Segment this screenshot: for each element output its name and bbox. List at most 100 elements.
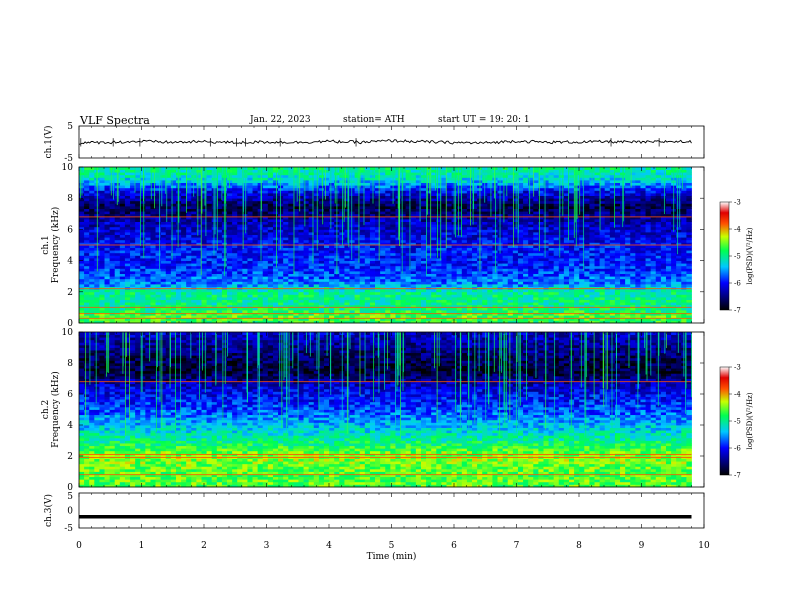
spectrogram-cell [181,180,187,183]
spectrogram-cell [288,200,294,204]
spectrogram-cell [431,239,437,243]
spectrogram-empty-region [691,167,704,323]
spectrogram-cell [313,187,320,191]
spectrogram-cell [369,315,376,319]
spectrogram-cell [262,307,269,311]
spectrogram-cell [181,208,187,212]
spectrogram-cell [242,224,248,228]
spectrogram-cell [114,304,121,308]
spectrogram-cell [119,219,126,222]
spectrogram-cell [329,174,335,178]
spectrogram-cell [466,239,473,243]
spectrogram-cell [252,315,259,319]
spectrogram-cell [211,200,218,204]
spectrogram-cell [201,297,207,300]
spectrogram-cell [155,229,162,233]
spectrogram-cell [227,284,233,287]
ch1-spectrogram [79,167,704,324]
spectrogram-cell [252,232,259,235]
spectrogram-cell [278,271,284,274]
spectrogram-cell [237,206,243,209]
spectrogram-cell [216,180,223,183]
spectrogram-cell [369,224,376,228]
spectrogram-cell [364,200,371,204]
spectrogram-cell [477,315,483,319]
spectrogram-cell [288,286,294,290]
spectrogram-cell [410,221,417,225]
spectrogram-cell [400,304,407,308]
spectrogram-cell [395,286,401,290]
spectrogram-cell [420,252,427,256]
spectrogram-cell [150,239,156,243]
spectrogram-cell [303,315,310,319]
spectrogram-cell [369,281,376,285]
spectrogram-cell [390,297,396,300]
spectrogram-cell [324,221,330,225]
spectrogram-cell [247,182,253,186]
spectrogram-cell [124,219,131,222]
spectrogram-cell [477,271,483,274]
spectrogram-cell [130,172,136,176]
spectrogram-cell [390,255,396,259]
spectrogram-cell [288,294,294,298]
spectrogram-cell [104,229,111,233]
spectrogram-cell [359,182,366,186]
spectrogram-cell [344,302,350,306]
spectrogram-cell [252,268,259,272]
spectrogram-cell [232,182,238,186]
spectrogram-cell [124,211,131,215]
spectrogram-cell [155,234,162,238]
spectrogram-cell [104,187,111,191]
spectrogram-cell [349,237,356,241]
spectrogram-cell [375,307,381,311]
spectrogram-cell [349,177,356,181]
spectrogram-cell [313,297,320,300]
spectrogram-cell [436,299,442,303]
spectrogram-cell [461,193,468,196]
spectrogram-cell [150,242,156,246]
spectrogram-cell [426,245,432,248]
spectrogram-cell [329,255,335,259]
spectrogram-cell [145,273,151,277]
spectrogram-cell [196,252,202,256]
spectrogram-cell [247,250,253,254]
spectrogram-cell [344,229,350,233]
spectrogram-cell [380,167,386,170]
spectrogram-cell [145,224,151,228]
spectrogram-cell [186,260,192,264]
spectrogram-cell [436,216,442,220]
spectrogram-cell [344,310,350,313]
spectrogram-cell [257,268,264,272]
spectrogram-cell [104,291,111,295]
spectrogram-cell [130,302,136,306]
spectrogram-cell [272,169,279,173]
spectrogram-cell [339,286,345,290]
spectrogram-cell [400,250,407,254]
spectrogram-cell [186,234,192,238]
spectrogram-cell [170,224,177,228]
spectrogram-cell [155,297,162,300]
spectrogram-cell [466,177,473,181]
spectrogram-cell [237,219,243,222]
spectrogram-cell [206,200,213,204]
spectrogram-cell [232,224,238,228]
spectrogram-cell [211,302,218,306]
spectrogram-cell [324,208,330,212]
spectrogram-cell [278,268,284,272]
spectrogram-cell [283,289,289,293]
spectrogram-cell [369,265,376,269]
spectrogram-cell [140,219,146,222]
spectrogram-cell [232,247,238,251]
spectrogram-cell [181,297,187,300]
spectrogram-cell [196,273,202,277]
spectrogram-cell [175,310,182,313]
spectrogram-cell [431,174,437,178]
spectrogram-cell [94,273,100,277]
spectrogram-cell [216,265,223,269]
spectrogram-cell [308,260,315,264]
spectrogram-cell [104,317,111,321]
spectrogram-cell [135,315,141,319]
spectrogram-cell [186,297,192,300]
spectrogram-cell [170,263,177,267]
spectrogram-cell [124,172,131,176]
